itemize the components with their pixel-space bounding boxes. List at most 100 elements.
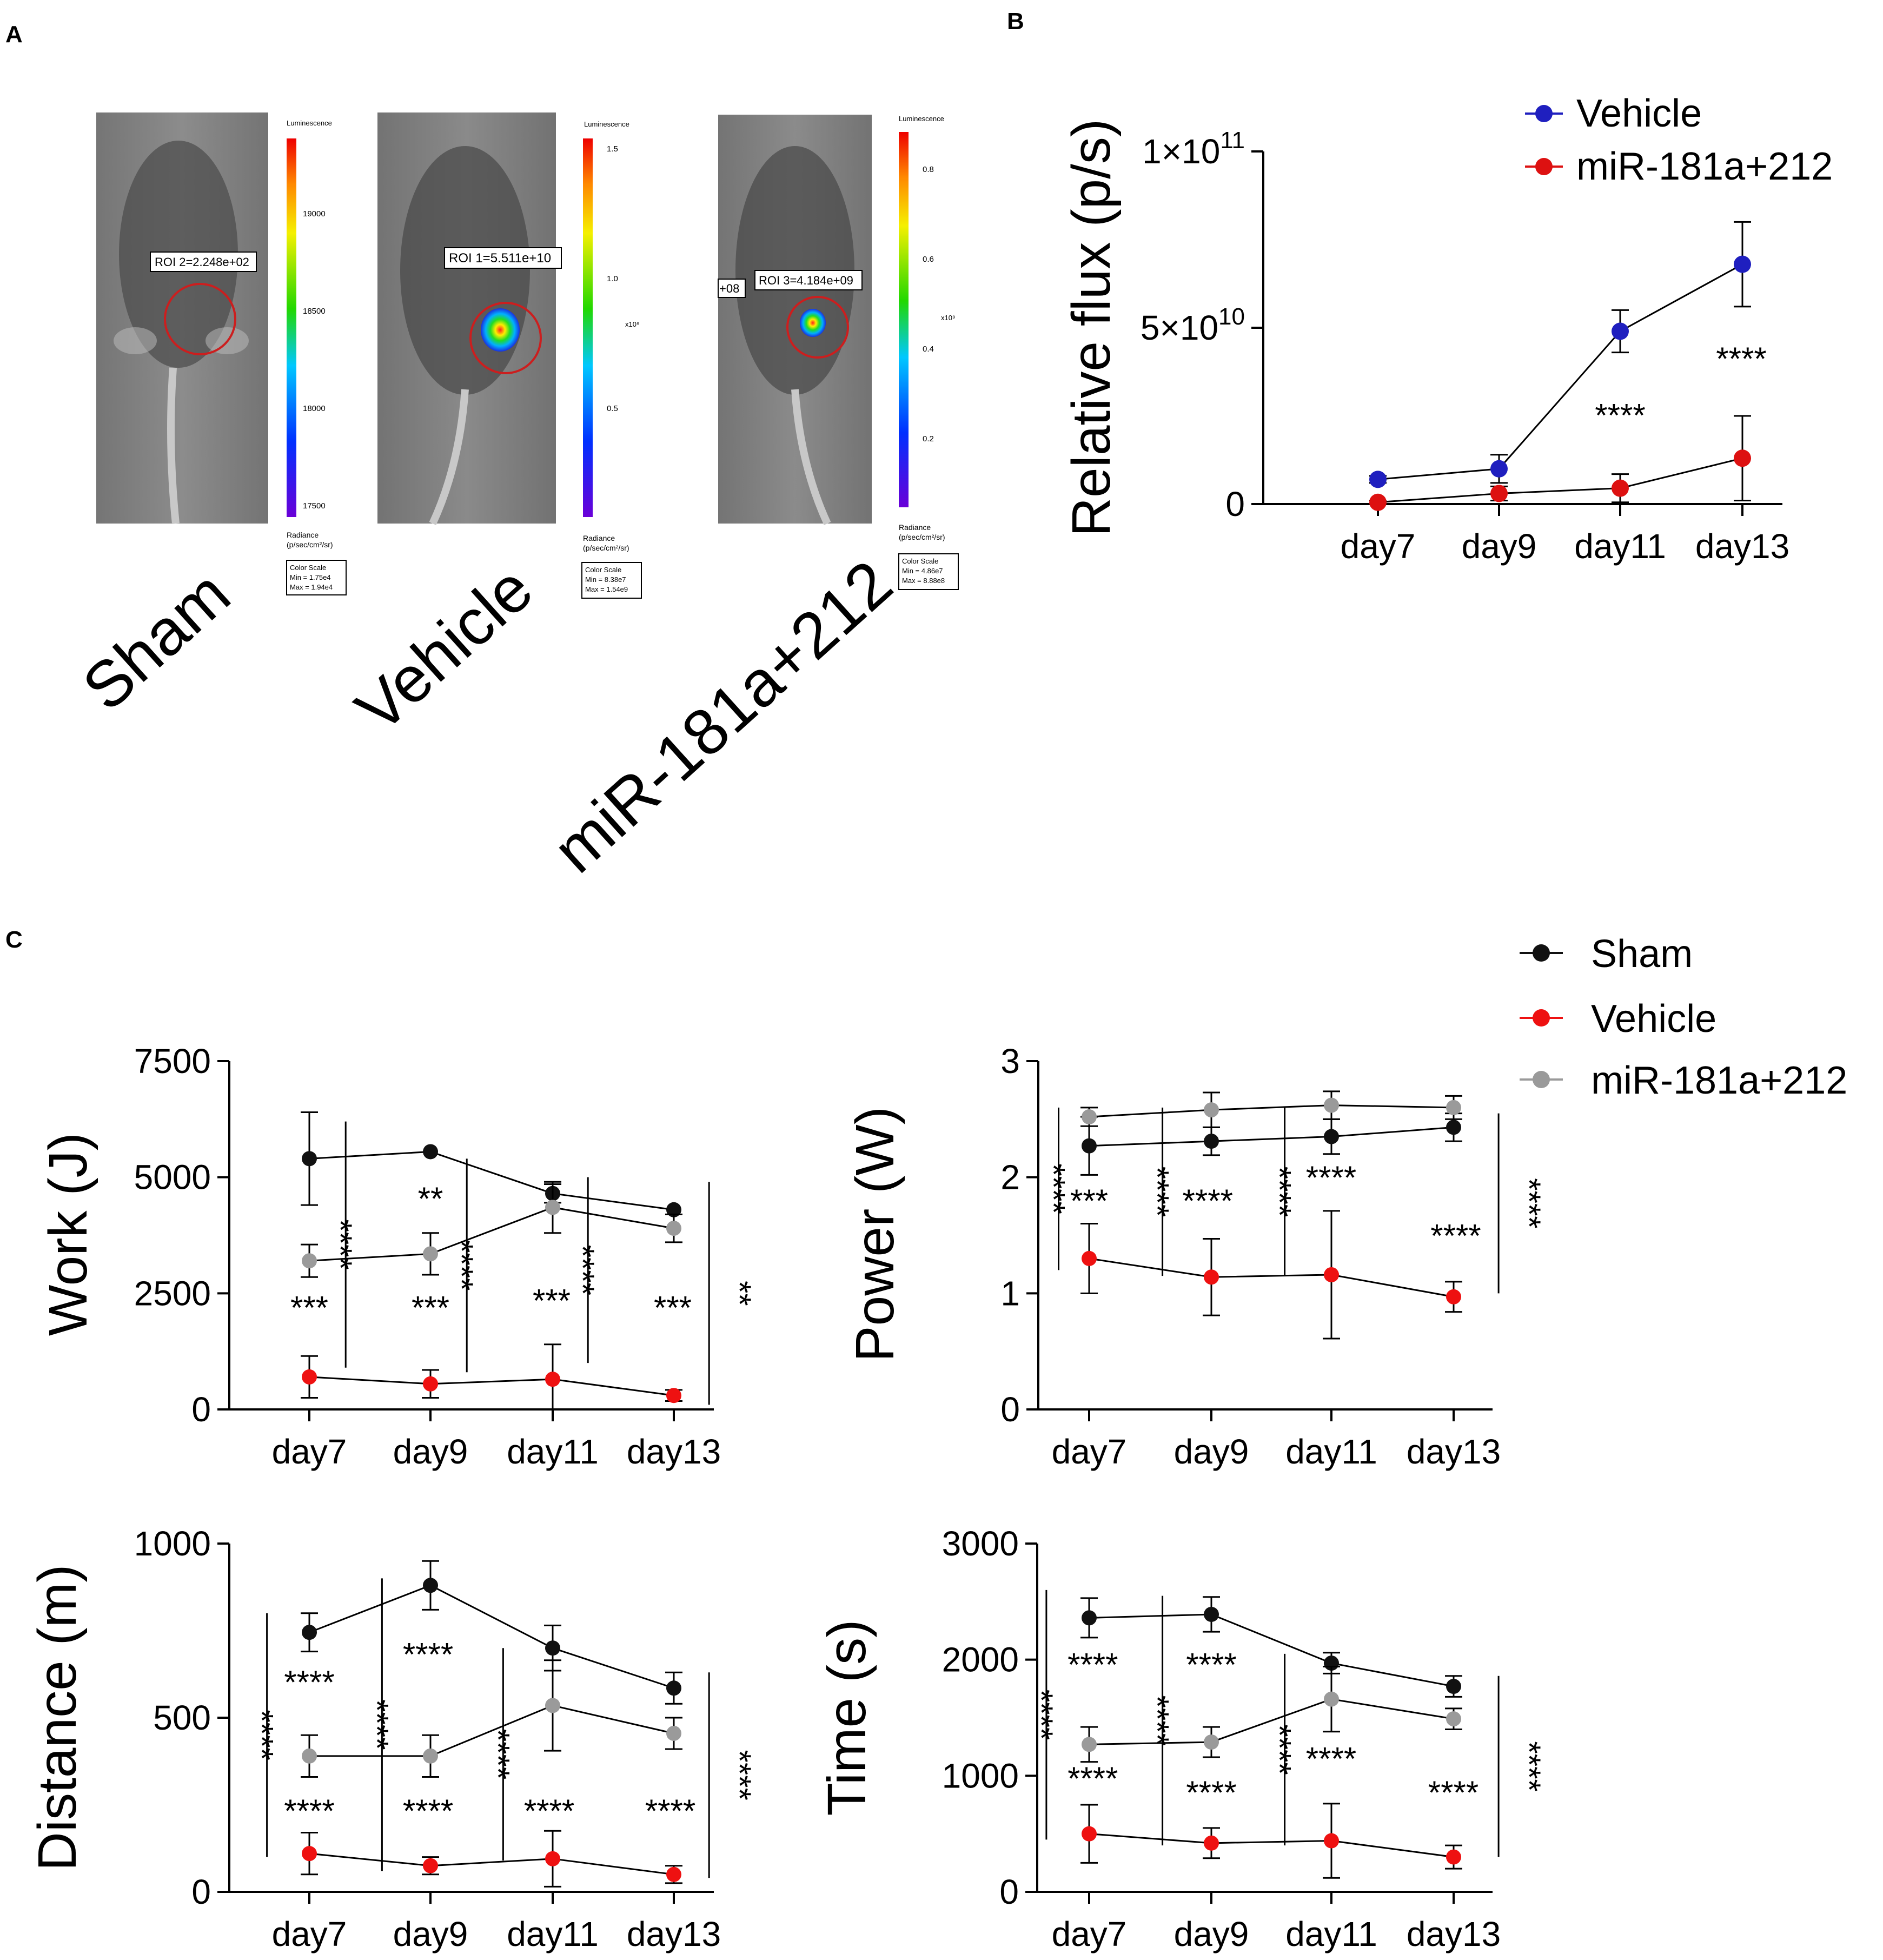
y-tick-label: 1000	[942, 1756, 1019, 1795]
color-scale-min: Min = 4.86e7	[902, 567, 943, 575]
color-scale-title: Color Scale	[585, 566, 621, 574]
panel-label-a: A	[5, 21, 23, 48]
colorbar-units: (p/sec/cm²/sr)	[899, 533, 945, 541]
significance-label: ****	[1511, 1741, 1547, 1791]
series-line	[1089, 1613, 1454, 1687]
chart-b: B 0 5×1010 1×1011 day7 day9 day11 day13 Relativ…	[1007, 8, 1833, 566]
data-point	[1446, 1289, 1461, 1305]
roi-label-box	[150, 251, 257, 272]
colorbar-tick: 0.2	[923, 434, 934, 443]
significance-label: ****	[1430, 1217, 1481, 1254]
roi-label: ROI 2=2.248e+02	[155, 255, 249, 269]
y-axis-label: Time (s)	[817, 1620, 877, 1816]
data-point	[666, 1866, 681, 1882]
chart-power-axes: 0 1 2 3 day7 day9 day11 day13 Power (W)	[845, 1042, 1501, 1471]
legend-b-marker-vehicle	[1535, 105, 1553, 122]
series-line	[309, 1206, 674, 1262]
data-point	[1204, 1102, 1219, 1118]
significance-label: ****	[1262, 1167, 1298, 1217]
significance-label: ***	[654, 1290, 692, 1326]
colorbar-tick: 17500	[303, 501, 326, 511]
significance-label: ****	[565, 1245, 601, 1295]
roi-circle	[164, 283, 236, 355]
significance-label: ****	[1511, 1178, 1547, 1228]
data-point	[1082, 1250, 1097, 1266]
data-point	[1082, 1610, 1097, 1626]
series-line	[1089, 1257, 1454, 1298]
data-point	[1446, 1711, 1461, 1727]
colorbar-exponent: x10⁹	[941, 314, 956, 322]
significance-label: ****	[403, 1793, 453, 1829]
data-point	[1369, 471, 1387, 488]
significance-label: ****	[359, 1699, 395, 1750]
x-tick-label: day11	[1285, 1432, 1377, 1471]
data-point	[423, 1376, 438, 1392]
data-point	[1324, 1267, 1339, 1282]
significance-label: ****	[1186, 1774, 1236, 1811]
legend-c: Sham Vehicle miR-181a+212	[1520, 932, 1847, 1102]
data-point	[666, 1221, 681, 1236]
data-point	[1324, 1097, 1339, 1113]
colorbar-radiance: Radiance	[583, 534, 615, 542]
data-point	[1612, 322, 1629, 340]
color-scale-title: Color Scale	[902, 557, 938, 565]
y-tick-label: 0	[191, 1872, 211, 1911]
color-scale-max: Max = 1.94e4	[290, 583, 333, 591]
data-point	[1082, 1138, 1097, 1154]
data-point	[302, 1369, 317, 1385]
x-tick-label: day9	[1174, 1432, 1249, 1471]
y-tick-label: 0	[999, 1872, 1019, 1911]
group-label-vehicle: Vehicle	[342, 552, 546, 746]
significance-label: ***	[533, 1283, 571, 1319]
panel-label-c: C	[5, 926, 23, 953]
data-point	[302, 1253, 317, 1269]
y-tick-label: 500	[153, 1698, 211, 1737]
significance-label: ****	[524, 1793, 574, 1829]
color-scale-min: Min = 1.75e4	[290, 573, 331, 581]
significance-label: ****	[1139, 1696, 1176, 1746]
significance-label: ****	[1262, 1724, 1298, 1774]
y-tick-label: 0	[1000, 1390, 1020, 1429]
y-axis-label: Relative flux (p/s)	[1061, 119, 1122, 537]
legend-c-marker-vehicle	[1533, 1009, 1550, 1027]
data-point	[1204, 1269, 1219, 1285]
legend-b-marker-mir	[1535, 158, 1553, 175]
data-point	[1204, 1734, 1219, 1750]
chart-time-marks: **** ******** ****************************	[1023, 1590, 1547, 1879]
series-line	[309, 1150, 674, 1211]
colorbar-tick: 18000	[303, 404, 326, 413]
y-tick-label: 3000	[942, 1524, 1019, 1563]
significance-label: ****	[284, 1664, 334, 1700]
data-point	[423, 1246, 438, 1262]
bioluminescence-signal	[481, 308, 520, 352]
colorbar-tick: 0.6	[923, 255, 934, 264]
panel-label-b: B	[1007, 8, 1024, 35]
chart-power-marks: **** **** **** ******* ************	[1036, 1090, 1547, 1340]
y-axis-label: Power (W)	[845, 1107, 905, 1362]
colorbar-tick: 1.5	[607, 144, 618, 154]
data-point	[1446, 1120, 1461, 1135]
data-point	[1490, 485, 1508, 502]
data-point	[1082, 1826, 1097, 1842]
colorbar-radiance: Radiance	[899, 523, 931, 532]
group-label-sham: Sham	[69, 557, 244, 724]
x-tick-label: day7	[272, 1915, 347, 1954]
significance-label: ***	[412, 1290, 449, 1326]
significance-label: ****	[443, 1240, 480, 1290]
legend-c-label-sham: Sham	[1591, 932, 1693, 976]
colorbar	[583, 138, 593, 517]
colorbar-tick: 0.5	[607, 404, 618, 413]
data-point	[1612, 479, 1629, 497]
chart-distance-axes: 0 500 1000 day7 day9 day11 day13 Distance (m)	[27, 1524, 721, 1954]
data-point	[302, 1625, 317, 1640]
panel-a: A ROI 2=2.248e+02 Luminescence 19000 185…	[5, 21, 959, 886]
color-scale-max: Max = 1.54e9	[585, 585, 628, 593]
data-point	[1734, 255, 1751, 273]
series-line	[309, 1584, 674, 1689]
y-tick-label: 1	[1000, 1274, 1020, 1313]
imaging-mir: ROI 3=4.184e+09 +08 Luminescence 0.8 0.6…	[540, 115, 959, 886]
x-tick-label: day13	[627, 1432, 721, 1471]
colorbar-radiance: Radiance	[287, 531, 319, 539]
legend-b: Vehicle miR-181a+212	[1525, 92, 1833, 188]
